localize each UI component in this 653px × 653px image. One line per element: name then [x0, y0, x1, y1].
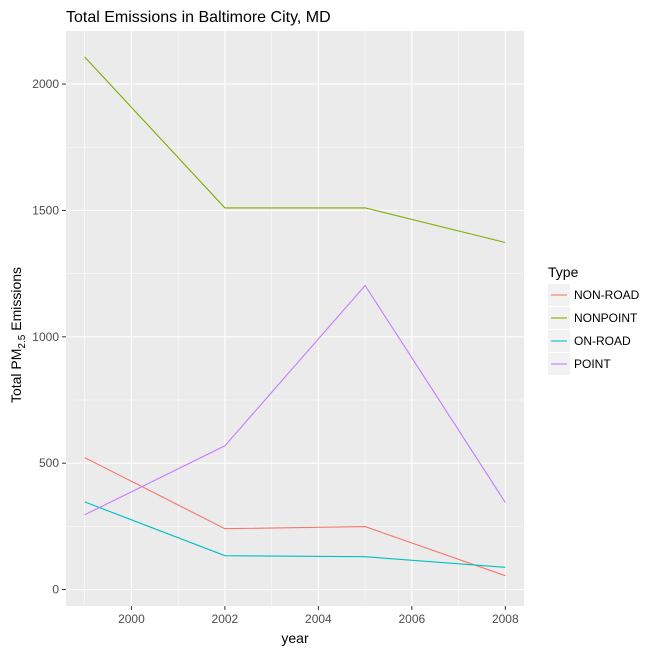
- x-tick-label: 2002: [212, 612, 239, 626]
- axis-tick-labels: 2000 2002 2004 2006 2008 0 500 1000 1500 2000: [32, 77, 519, 626]
- y-axis-title-subscript: 2.5: [17, 334, 28, 348]
- major-gridlines: [66, 31, 524, 606]
- y-axis-title: Total PM2.5 Emissions: [8, 267, 28, 403]
- series-line-on-road: [84, 501, 506, 568]
- y-tick-label: 2000: [32, 77, 59, 91]
- legend-title: Type: [548, 264, 579, 280]
- y-tick-label: 1000: [32, 330, 59, 344]
- x-axis-title: year: [281, 630, 309, 646]
- minor-gridlines: [66, 31, 524, 606]
- series-lines: [84, 56, 506, 577]
- x-tick-label: 2004: [305, 612, 332, 626]
- x-tick-label: 2008: [492, 612, 519, 626]
- y-tick-label: 1500: [32, 203, 59, 217]
- chart-title: Total Emissions in Baltimore City, MD: [66, 9, 331, 26]
- axis-ticks: [62, 83, 506, 610]
- legend-label: NON-ROAD: [574, 288, 640, 302]
- legend: Type NON-ROAD NONPOINT ON-ROAD POINT: [548, 264, 640, 375]
- y-axis-title-tail: Emissions: [8, 267, 24, 335]
- y-axis-title-main: Total PM: [8, 349, 24, 403]
- y-tick-label: 500: [39, 456, 59, 470]
- y-tick-label: 0: [52, 583, 59, 597]
- legend-label: ON-ROAD: [574, 334, 631, 348]
- x-tick-label: 2000: [118, 612, 145, 626]
- x-tick-label: 2006: [398, 612, 425, 626]
- legend-label: POINT: [574, 357, 611, 371]
- series-line-non-road: [84, 457, 506, 577]
- series-line-nonpoint: [84, 56, 506, 244]
- plot-panel: [66, 31, 524, 606]
- series-line-point: [84, 284, 506, 516]
- legend-label: NONPOINT: [574, 311, 638, 325]
